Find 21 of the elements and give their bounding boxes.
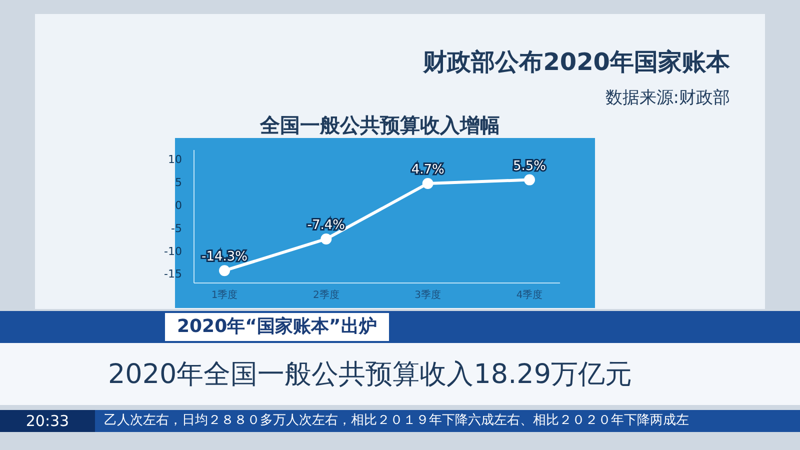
x-tick-label: 4季度 (516, 289, 543, 302)
point (219, 265, 230, 276)
text: 20:33 (0, 410, 95, 432)
data-label: 4.7% (411, 162, 444, 178)
data-label: 5.5% (512, 158, 546, 174)
chart-title: 财政部公布2020年国家账本 (422, 47, 730, 78)
text: 乙人次左右，日均２８８０多万人次左右，相比２０１９年下降六成左右、相比２０２０年下降两成左 (104, 412, 690, 430)
data-label: -14.3% (202, 250, 248, 265)
y-tick-label: 0 (175, 198, 182, 212)
y-tick-label: 5 (175, 176, 182, 190)
chart-subtitle: 全国一般公共预算收入增幅 (258, 112, 501, 139)
point (320, 233, 332, 244)
text: 2020年全国一般公共预算收入18.29万亿元 (108, 358, 632, 392)
source-note: 数据来源:财政部 (604, 87, 730, 109)
text: 2020年“国家账本”出炉 (165, 313, 389, 341)
point (422, 178, 434, 189)
x-tick-label: 3季度 (414, 289, 442, 302)
x-tick-label: 1季度 (211, 289, 238, 302)
point (524, 174, 535, 186)
x-tick-label: 2季度 (312, 289, 340, 302)
data-label: -7.4% (307, 218, 346, 233)
